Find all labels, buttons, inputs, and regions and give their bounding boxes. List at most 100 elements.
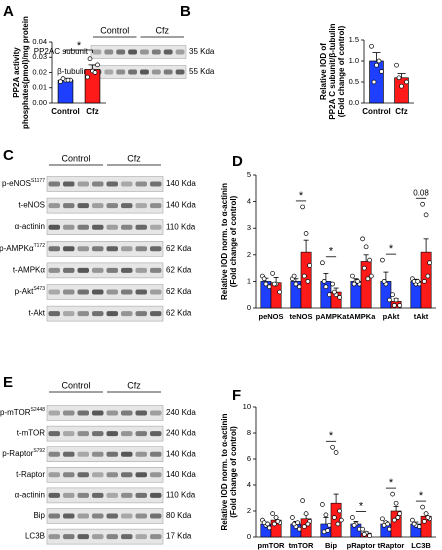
data-point: [325, 528, 330, 533]
data-point: [263, 281, 269, 287]
blot-strip: [46, 176, 164, 192]
data-point: [425, 273, 431, 279]
blot-band: [121, 451, 133, 457]
blot-band: [150, 267, 162, 273]
blot-row-name: p-mTOR: [0, 408, 31, 417]
blot-band: [77, 451, 89, 457]
blot-band: [128, 69, 137, 75]
blot-row-sup: T172: [34, 243, 46, 249]
blot-kda: 17 Kda: [166, 532, 192, 541]
blot-band: [135, 431, 147, 437]
blot-band: [135, 451, 147, 457]
blot-band: [63, 224, 75, 230]
data-point: [270, 511, 275, 516]
blot-band: [128, 49, 137, 55]
data-point: [300, 498, 305, 503]
data-point: [393, 500, 399, 506]
blot-band: [135, 267, 147, 273]
data-point: [397, 511, 402, 516]
blot-band: [135, 513, 147, 519]
blot-band: [63, 492, 75, 498]
data-point: [95, 62, 100, 68]
blot-band: [63, 534, 75, 540]
data-point: [392, 517, 397, 523]
blot-band: [77, 267, 89, 273]
data-point: [371, 79, 377, 85]
data-point: [381, 279, 387, 284]
blot-strip: [46, 405, 164, 421]
x-tick-label: Cfz: [86, 107, 98, 116]
data-point: [399, 83, 404, 89]
blot-band: [77, 246, 89, 252]
panel-label: E: [3, 374, 13, 391]
blot-band: [121, 289, 133, 295]
y-axis-label: phosphates(pmol)/mg protein: [21, 16, 30, 129]
data-point: [422, 519, 427, 524]
blot-row-label: Bip: [33, 511, 45, 520]
blot-band: [77, 224, 89, 230]
blot-band: [121, 246, 133, 252]
x-tick-label: pAkt: [383, 312, 400, 321]
y-tick-label: 0.02: [32, 67, 47, 76]
blot-band: [104, 69, 114, 75]
blot-row-label: α-actinin: [15, 491, 45, 500]
blot-row-name: PP2AC subunit: [34, 47, 89, 56]
y-axis-label: PP2A activity: [12, 47, 21, 98]
blot-band: [121, 203, 133, 209]
y-tick-label: 0: [247, 303, 251, 312]
data-point: [58, 79, 63, 85]
blot-row-label: p-AMPKαT172: [0, 243, 45, 253]
x-tick-label: pAMPKa: [316, 312, 348, 321]
blot-row-label: α-actinin: [15, 222, 45, 231]
data-point: [351, 522, 357, 528]
blot-band: [92, 203, 104, 209]
y-tick-label: 1.5: [349, 35, 359, 44]
blot-group-label: Control: [61, 380, 90, 390]
x-tick-label: tAMPKa: [347, 312, 377, 321]
blot-band: [121, 224, 133, 230]
x-tick-label: tRaptor: [378, 541, 405, 550]
blot-row-name: LC3B: [25, 532, 45, 541]
data-point: [365, 276, 371, 282]
blot-band: [63, 472, 75, 478]
blot-band: [92, 311, 104, 317]
blot-group-label: Control: [61, 153, 90, 163]
blot-band: [106, 203, 118, 209]
blot-band: [92, 224, 104, 230]
blot-band: [135, 224, 147, 230]
data-point: [92, 70, 98, 75]
data-point: [293, 281, 299, 287]
data-point: [423, 212, 429, 218]
blot-band: [106, 267, 118, 273]
blot-row-name: Bip: [33, 511, 45, 520]
blot-kda: 140 Kda: [166, 449, 196, 458]
data-point: [330, 281, 335, 287]
blot-band: [92, 410, 104, 416]
x-tick-label: LC3B: [411, 541, 431, 550]
data-point: [350, 273, 355, 279]
data-point: [423, 511, 429, 516]
data-point: [332, 515, 337, 520]
blot-strip: [46, 219, 164, 235]
blot-band: [150, 492, 162, 498]
x-tick-label: teNOS: [290, 312, 313, 321]
panel-label: F: [232, 387, 241, 404]
blot-band: [48, 181, 60, 187]
blot-band: [106, 451, 118, 457]
y-tick-label: 0: [247, 532, 251, 541]
blot-band: [48, 513, 60, 519]
blot-band: [92, 289, 104, 295]
blot-band: [92, 49, 102, 55]
blot-band: [150, 410, 162, 416]
data-point: [323, 512, 329, 518]
y-tick-label: 1: [247, 276, 251, 285]
blot-strip: [46, 487, 164, 504]
blot-band: [104, 49, 114, 55]
blot-band: [77, 513, 89, 519]
blot-band: [77, 203, 89, 209]
blot-row-label: β-tubulin: [57, 67, 88, 76]
data-point: [362, 265, 367, 271]
blot-band: [48, 224, 60, 230]
data-point: [397, 302, 402, 308]
